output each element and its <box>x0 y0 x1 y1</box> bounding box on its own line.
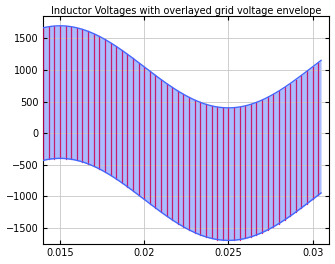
Title: Inductor Voltages with overlayed grid voltage envelope: Inductor Voltages with overlayed grid vo… <box>51 6 322 16</box>
